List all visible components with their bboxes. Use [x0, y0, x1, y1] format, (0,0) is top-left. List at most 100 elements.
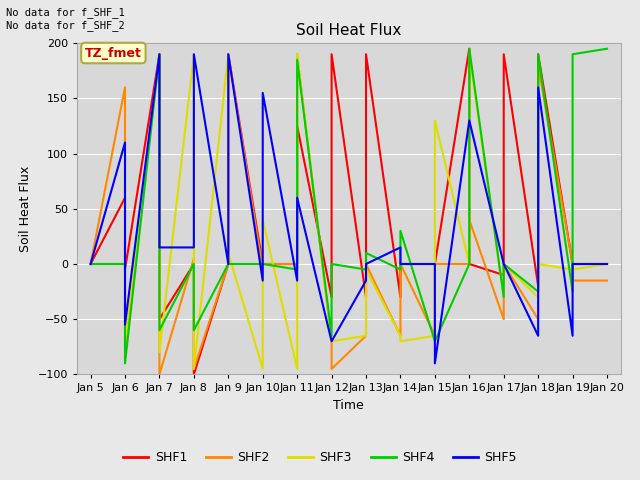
SHF3 [362, 333, 370, 339]
SHF3 [500, 261, 508, 267]
SHF3 [362, 266, 370, 272]
SHF2 [569, 277, 577, 283]
SHF4 [500, 261, 508, 267]
SHF5 [603, 261, 611, 267]
SHF3 [465, 261, 473, 267]
SHF4 [362, 250, 370, 256]
SHF5 [534, 333, 542, 339]
SHF2 [362, 261, 370, 267]
SHF4 [121, 261, 129, 267]
SHF2 [190, 366, 198, 372]
SHF2 [362, 333, 370, 339]
SHF4 [397, 266, 404, 272]
SHF2 [259, 266, 267, 272]
SHF5 [87, 261, 95, 267]
SHF5 [259, 277, 267, 283]
SHF4 [156, 327, 163, 333]
SHF5 [534, 84, 542, 90]
SHF1 [500, 272, 508, 278]
SHF3 [121, 338, 129, 344]
SHF4 [465, 261, 473, 267]
SHF1 [225, 261, 232, 267]
SHF5 [431, 360, 438, 366]
Line: SHF5: SHF5 [91, 54, 607, 363]
SHF3 [87, 261, 95, 267]
SHF5 [362, 261, 370, 267]
SHF3 [225, 51, 232, 57]
SHF3 [431, 118, 438, 123]
SHF2 [397, 261, 404, 267]
SHF2 [534, 62, 542, 68]
Line: SHF2: SHF2 [91, 54, 607, 374]
SHF4 [293, 266, 301, 272]
SHF4 [225, 261, 232, 267]
SHF2 [569, 261, 577, 267]
SHF4 [121, 360, 129, 366]
SHF1 [121, 266, 129, 272]
SHF4 [328, 261, 335, 267]
SHF2 [534, 316, 542, 322]
SHF3 [569, 266, 577, 272]
SHF1 [328, 294, 335, 300]
SHF3 [500, 294, 508, 300]
SHF3 [328, 338, 335, 344]
SHF4 [156, 51, 163, 57]
SHF1 [397, 261, 404, 267]
SHF1 [156, 51, 163, 57]
SHF5 [328, 338, 335, 344]
SHF2 [293, 261, 301, 267]
SHF4 [87, 261, 95, 267]
SHF3 [397, 333, 404, 339]
Line: SHF4: SHF4 [91, 48, 607, 363]
SHF4 [190, 261, 198, 267]
Line: SHF3: SHF3 [91, 54, 607, 369]
SHF3 [465, 51, 473, 57]
SHF4 [431, 338, 438, 344]
X-axis label: Time: Time [333, 399, 364, 412]
SHF1 [465, 46, 473, 51]
SHF5 [569, 333, 577, 339]
SHF3 [225, 250, 232, 256]
Legend: SHF1, SHF2, SHF3, SHF4, SHF5: SHF1, SHF2, SHF3, SHF4, SHF5 [118, 446, 522, 469]
SHF3 [293, 366, 301, 372]
SHF1 [603, 261, 611, 267]
SHF1 [431, 261, 438, 267]
SHF3 [603, 261, 611, 267]
SHF4 [603, 46, 611, 51]
SHF1 [156, 316, 163, 322]
SHF2 [603, 277, 611, 283]
SHF4 [534, 288, 542, 294]
SHF4 [225, 261, 232, 267]
SHF5 [500, 261, 508, 267]
SHF5 [121, 322, 129, 327]
SHF1 [569, 261, 577, 267]
SHF4 [465, 46, 473, 51]
SHF5 [156, 51, 163, 57]
SHF2 [87, 261, 95, 267]
SHF1 [362, 294, 370, 300]
SHF5 [500, 261, 508, 267]
SHF3 [156, 349, 163, 355]
SHF1 [362, 51, 370, 57]
SHF1 [431, 261, 438, 267]
SHF5 [190, 244, 198, 251]
SHF5 [431, 261, 438, 267]
SHF4 [293, 57, 301, 62]
SHF1 [293, 261, 301, 267]
SHF2 [225, 261, 232, 267]
SHF2 [121, 84, 129, 90]
SHF3 [259, 217, 267, 223]
SHF1 [465, 261, 473, 267]
SHF3 [534, 261, 542, 267]
SHF1 [293, 123, 301, 129]
SHF2 [500, 316, 508, 322]
SHF1 [190, 372, 198, 377]
SHF2 [121, 344, 129, 349]
SHF3 [431, 333, 438, 339]
SHF1 [190, 261, 198, 267]
SHF4 [534, 51, 542, 57]
SHF5 [465, 118, 473, 123]
SHF2 [465, 261, 473, 267]
SHF2 [156, 51, 163, 57]
SHF3 [190, 51, 198, 57]
